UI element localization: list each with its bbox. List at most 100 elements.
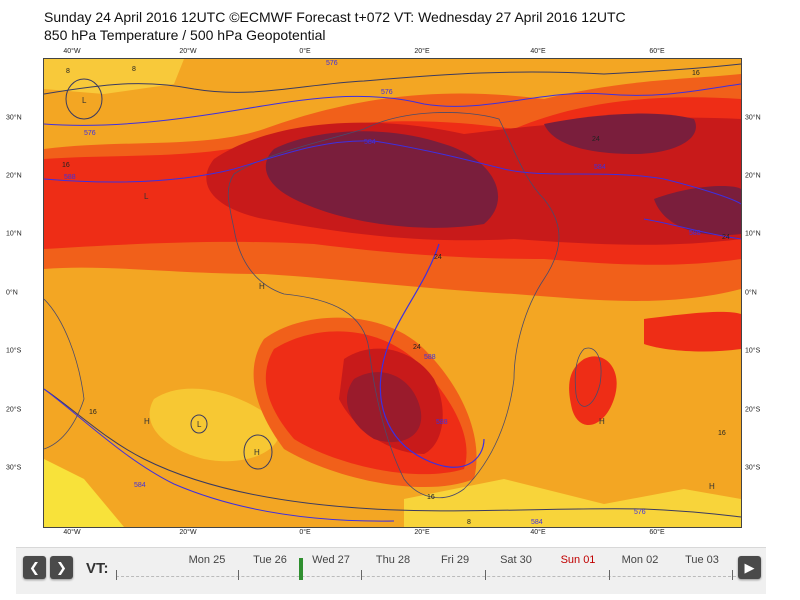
play-button[interactable]: ▶ [738,556,761,579]
maroon-region [544,113,696,154]
lat-label-right: 20°N [745,172,761,180]
day-label[interactable]: Mon 02 [621,554,659,566]
timeline-tick [116,570,117,580]
temperature-label: 16 [89,409,97,416]
timeline-tick [238,570,239,580]
red-region [644,311,741,352]
high-pressure-marker: H [259,282,265,291]
geopotential-label: 576 [84,130,96,137]
day-label[interactable]: Sat 30 [500,554,532,566]
low-pressure-marker: L [197,420,202,429]
temperature-label: 8 [132,66,136,73]
temperature-label: 16 [692,70,700,77]
lat-label-right: 20°S [745,406,761,414]
maroon-region [265,131,499,228]
map-canvas: 576 588 584 576 588 584 588 576 584 588 … [43,58,742,528]
high-pressure-marker: H [254,448,260,457]
geopotential-label: 584 [134,482,146,489]
low-pressure-marker: L [144,192,149,201]
geopotential-label: 584 [531,519,543,526]
geopotential-contour [44,83,741,126]
lon-label-top: 40°W [63,48,81,55]
lon-label-bottom: 20°E [414,529,430,536]
south-america-coastline [44,298,85,450]
temperature-label: 16 [427,494,435,501]
day-label[interactable]: Tue 03 [685,554,719,566]
temperature-label: 24 [413,344,421,351]
coastline [227,112,560,498]
lat-label-left: 0°N [6,289,18,297]
day-label[interactable]: Tue 26 [253,554,287,566]
temperature-label: 24 [434,254,442,261]
geopotential-contour [643,218,741,240]
temperature-label: 16 [718,430,726,437]
geopotential-label: 588 [689,230,701,237]
geopotential-label: 588 [424,354,436,361]
yellow-region [149,388,280,462]
geopotential-label: 576 [381,89,393,96]
lon-label-bottom: 40°E [530,529,546,536]
geopotential-label: 584 [364,139,376,146]
yellow-region [44,459,124,527]
timeline-track[interactable] [116,576,736,578]
timeline-tick [361,570,362,580]
timeline-tick [732,570,733,580]
previous-button[interactable]: ❮ [23,556,46,579]
forecast-map: 40°W 20°W 0°E 20°E 40°E 60°E 40°W 20°W 0… [0,48,800,540]
forecast-title: Sunday 24 April 2016 12UTC ©ECMWF Foreca… [44,9,626,25]
geopotential-label: 588 [64,174,76,181]
next-button[interactable]: ❯ [50,556,73,579]
yellow-region [44,59,184,94]
geopotential-contour [379,243,485,468]
high-pressure-marker: H [709,482,715,491]
madagascar-coastline [574,347,602,407]
geopotential-contour [44,388,395,522]
lon-label-bottom: 40°W [63,529,81,536]
forecast-header: Sunday 24 April 2016 12UTC ©ECMWF Foreca… [44,8,784,44]
lat-label-right: 30°N [745,114,761,122]
day-label-sunday[interactable]: Sun 01 [560,554,596,566]
time-navigation-bar: ❮ ❯ VT: Mon 25 Tue 26 Wed 27 Thu 28 Fri … [16,547,766,594]
lat-label-left: 10°N [6,230,22,238]
geopotential-label: 576 [634,509,646,516]
lat-label-right: 30°S [745,464,761,472]
temperature-contour [44,388,741,518]
chevron-left-icon: ❮ [29,559,40,575]
temperature-label: 24 [592,136,600,143]
lat-label-left: 30°S [6,464,22,472]
high-pressure-marker: H [144,417,150,426]
lat-label-right: 10°S [745,347,761,355]
lon-label-bottom: 0°E [299,529,311,536]
temperature-contour [190,414,208,434]
lat-label-left: 30°N [6,114,22,122]
day-label[interactable]: Fri 29 [440,554,470,566]
lat-label-right: 10°N [745,230,761,238]
timeline-tick [609,570,610,580]
day-label[interactable]: Thu 28 [375,554,411,566]
lon-label-top: 60°E [649,48,665,55]
maroon-region [346,372,422,443]
lon-label-bottom: 60°E [649,529,665,536]
low-pressure-marker: L [82,96,87,105]
yellow-region [404,479,741,527]
temperature-label: 8 [467,519,471,526]
day-label[interactable]: Mon 25 [188,554,226,566]
temperature-label: 24 [722,234,730,241]
lon-label-top: 20°W [179,48,197,55]
day-label-current[interactable]: Wed 27 [312,554,350,566]
lat-label-left: 20°N [6,172,22,180]
temperature-label: 8 [66,68,70,75]
current-time-marker[interactable] [299,558,303,580]
lat-label-right: 0°N [745,289,757,297]
lon-label-top: 20°E [414,48,430,55]
lat-label-left: 20°S [6,406,22,414]
maroon-region [654,186,741,236]
lon-label-top: 40°E [530,48,546,55]
geopotential-contour [44,140,741,205]
forecast-subtitle: 850 hPa Temperature / 500 hPa Geopotenti… [44,27,326,43]
timeline-tick [485,570,486,580]
chevron-right-icon: ❯ [56,559,67,575]
temperature-label: 16 [62,162,70,169]
lon-label-top: 0°E [299,48,311,55]
temperature-contour [243,434,273,470]
